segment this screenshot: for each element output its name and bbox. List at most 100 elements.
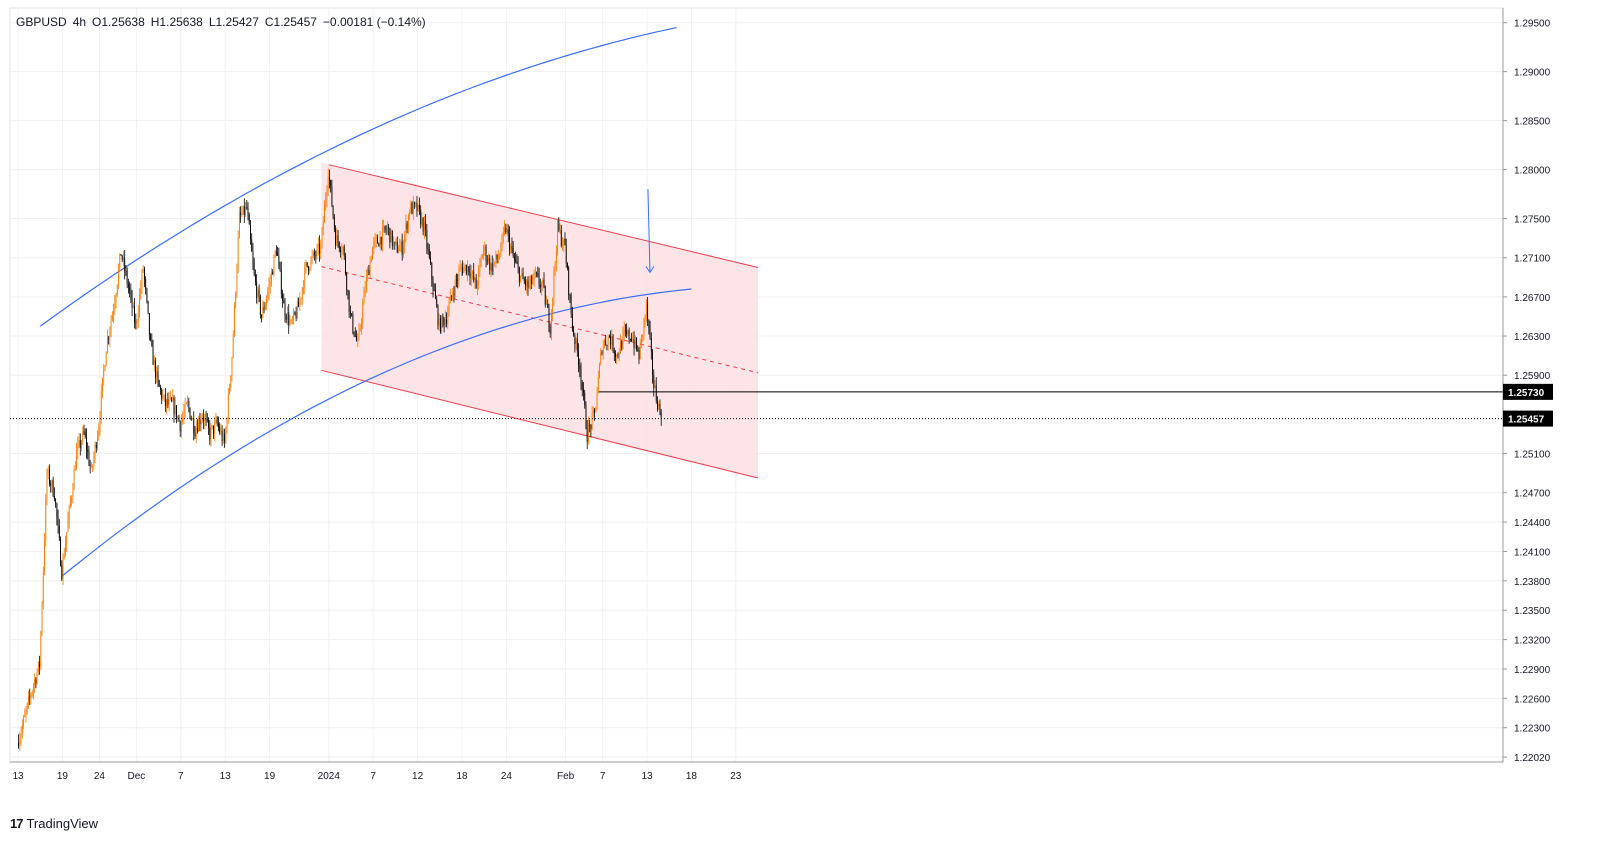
- candle-body: [517, 263, 519, 268]
- candle-body: [527, 280, 529, 288]
- candle-body: [568, 267, 570, 295]
- date-tick-label: 13: [641, 771, 653, 782]
- candle-body: [465, 264, 467, 274]
- candle-body: [526, 280, 528, 286]
- candle-body: [132, 305, 134, 308]
- candle-body: [463, 267, 465, 273]
- price-axis[interactable]: 1.29500 1.29000 1.28500 1.28000 1.27500 1.271…: [1502, 8, 1553, 764]
- candle-body: [473, 271, 475, 281]
- candle-body: [414, 202, 415, 204]
- candle-body: [74, 469, 76, 471]
- candle-body: [633, 339, 635, 348]
- candle-body: [650, 338, 652, 352]
- date-tick-label: 12: [412, 771, 424, 782]
- candle-body: [456, 279, 457, 281]
- candle-body: [24, 714, 26, 718]
- candle-body: [597, 376, 599, 394]
- candle-body: [68, 506, 70, 520]
- candle-body: [25, 710, 27, 715]
- candle-body: [443, 319, 445, 326]
- candle-body: [617, 354, 619, 356]
- candle-body: [431, 263, 433, 280]
- candle-body: [560, 230, 562, 246]
- candle-body: [245, 206, 246, 216]
- change-value: −0.00181 (−0.14%): [322, 15, 426, 29]
- candle-body: [143, 268, 145, 280]
- candle-body: [522, 273, 524, 280]
- candle-body: [478, 268, 480, 285]
- candle-body: [267, 291, 269, 299]
- candle-body: [314, 252, 316, 256]
- candle-body: [311, 255, 313, 259]
- price-tick-label: 1.27100: [1514, 254, 1551, 265]
- candle-body: [613, 351, 615, 354]
- candle-body: [94, 444, 96, 457]
- candle-body: [531, 276, 533, 284]
- candle-body: [32, 685, 34, 692]
- candle-body: [211, 425, 213, 428]
- date-tick-label: 7: [178, 771, 184, 782]
- candle-body: [147, 300, 149, 314]
- candle-body: [493, 262, 494, 272]
- candle-body: [105, 351, 107, 367]
- candle-body: [583, 389, 584, 393]
- candle-body: [67, 519, 69, 533]
- candle-body: [293, 312, 295, 320]
- candle-body: [219, 426, 221, 433]
- candle-body: [393, 241, 394, 246]
- candle-body: [542, 279, 544, 284]
- price-tick-label: 1.23800: [1514, 577, 1551, 588]
- trend-curve: [39, 27, 677, 327]
- low-value: L1.25427: [208, 15, 259, 29]
- high-value: H1.25638: [150, 15, 203, 29]
- candle-body: [454, 279, 456, 295]
- candle-body: [580, 368, 582, 384]
- candle-body: [444, 319, 446, 326]
- candle-body: [126, 270, 128, 284]
- candle-body: [488, 258, 489, 262]
- candle-body: [558, 220, 560, 231]
- candle-body: [319, 243, 320, 254]
- candle-body: [515, 259, 517, 262]
- candle-body: [100, 391, 102, 418]
- candle-body: [257, 289, 259, 298]
- candle-body: [449, 295, 451, 304]
- candle-body: [234, 304, 235, 335]
- candle-body: [227, 393, 229, 421]
- candle-body: [587, 424, 589, 442]
- candle-body: [606, 344, 608, 346]
- candle-body: [39, 661, 41, 667]
- candle-body: [109, 330, 111, 339]
- timeframe[interactable]: 4h: [72, 15, 87, 29]
- candle-body: [289, 321, 291, 326]
- candle-body: [367, 269, 369, 277]
- candle-body: [35, 679, 37, 684]
- candle-body: [63, 555, 65, 558]
- candle-body: [294, 312, 296, 314]
- candle-body: [446, 319, 448, 324]
- candle-body: [206, 419, 208, 421]
- tradingview-brand[interactable]: 17 TradingView: [10, 816, 98, 831]
- symbol-name[interactable]: GBPUSD: [16, 15, 67, 29]
- candle-body: [645, 301, 647, 316]
- candle-body: [119, 254, 121, 269]
- candle-body: [118, 268, 119, 285]
- candle-body: [131, 294, 133, 308]
- candle-body: [226, 420, 228, 428]
- candle-body: [315, 255, 317, 257]
- candle-body: [189, 407, 191, 419]
- candle-body: [213, 425, 214, 434]
- time-axis[interactable]: 13 19 24 Dec 7 13 19 2024 7 12 18 24 Feb 7 13 18 23: [10, 761, 1503, 782]
- candle-body: [197, 428, 198, 432]
- candle-body: [497, 258, 499, 260]
- candle-body: [308, 266, 309, 271]
- candle-body: [495, 254, 497, 262]
- candle-body: [243, 205, 245, 216]
- candle-body: [468, 266, 470, 273]
- candle-body: [423, 221, 425, 232]
- candle-body: [247, 208, 249, 216]
- candle-body: [168, 398, 170, 405]
- candle-body: [570, 295, 572, 314]
- candle-body: [342, 246, 344, 252]
